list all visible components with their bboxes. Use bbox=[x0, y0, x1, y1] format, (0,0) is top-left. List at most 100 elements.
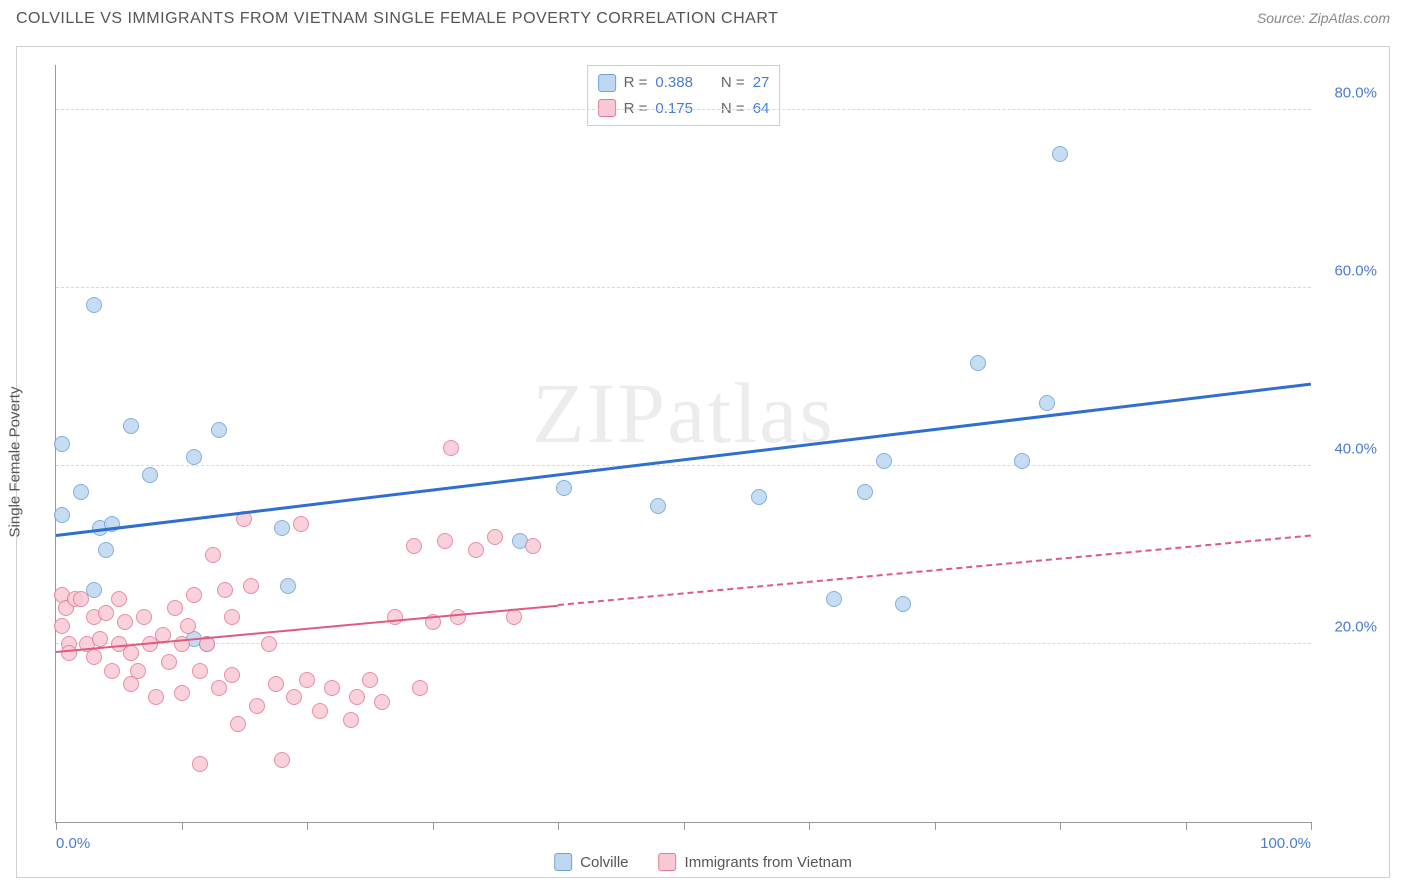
data-point bbox=[61, 645, 77, 661]
x-tick bbox=[1186, 822, 1187, 830]
data-point bbox=[230, 716, 246, 732]
y-tick-label: 20.0% bbox=[1317, 618, 1377, 635]
data-point bbox=[249, 698, 265, 714]
legend-swatch bbox=[598, 74, 616, 92]
data-point bbox=[443, 440, 459, 456]
data-point bbox=[324, 680, 340, 696]
x-tick-label: 0.0% bbox=[56, 835, 90, 852]
data-point bbox=[343, 712, 359, 728]
x-tick-label: 100.0% bbox=[1260, 835, 1311, 852]
n-value: 27 bbox=[753, 70, 770, 96]
data-point bbox=[274, 752, 290, 768]
x-tick bbox=[935, 822, 936, 830]
data-point bbox=[556, 480, 572, 496]
data-point bbox=[312, 703, 328, 719]
data-point bbox=[205, 547, 221, 563]
data-point bbox=[487, 529, 503, 545]
data-point bbox=[1039, 395, 1055, 411]
data-point bbox=[123, 645, 139, 661]
source-name: ZipAtlas.com bbox=[1309, 10, 1390, 26]
x-tick bbox=[433, 822, 434, 830]
chart-container: Single Female Poverty ZIPatlas R = 0.388… bbox=[16, 46, 1390, 878]
r-label: R = bbox=[624, 70, 648, 96]
data-point bbox=[243, 578, 259, 594]
x-tick bbox=[809, 822, 810, 830]
data-point bbox=[211, 422, 227, 438]
data-point bbox=[826, 591, 842, 607]
x-tick bbox=[1060, 822, 1061, 830]
data-point bbox=[86, 649, 102, 665]
trend-line bbox=[558, 535, 1311, 606]
data-point bbox=[192, 756, 208, 772]
source-prefix: Source: bbox=[1257, 10, 1309, 26]
chart-title: COLVILLE VS IMMIGRANTS FROM VIETNAM SING… bbox=[16, 10, 778, 28]
data-point bbox=[280, 578, 296, 594]
data-point bbox=[857, 484, 873, 500]
data-point bbox=[224, 609, 240, 625]
data-point bbox=[98, 542, 114, 558]
data-point bbox=[387, 609, 403, 625]
y-axis-label: Single Female Poverty bbox=[7, 387, 24, 538]
data-point bbox=[86, 297, 102, 313]
data-point bbox=[274, 520, 290, 536]
data-point bbox=[161, 654, 177, 670]
data-point bbox=[293, 516, 309, 532]
stats-legend: R = 0.388N = 27R = 0.175N = 64 bbox=[587, 65, 781, 126]
data-point bbox=[186, 587, 202, 603]
x-tick bbox=[307, 822, 308, 830]
trend-line bbox=[56, 383, 1311, 537]
trend-line bbox=[56, 604, 558, 652]
data-point bbox=[450, 609, 466, 625]
legend-item: Immigrants from Vietnam bbox=[659, 853, 852, 871]
data-point bbox=[299, 672, 315, 688]
data-point bbox=[73, 484, 89, 500]
data-point bbox=[362, 672, 378, 688]
data-point bbox=[211, 680, 227, 696]
legend-label: Colville bbox=[580, 854, 628, 871]
r-value: 0.388 bbox=[655, 70, 693, 96]
data-point bbox=[92, 631, 108, 647]
data-point bbox=[374, 694, 390, 710]
data-point bbox=[186, 449, 202, 465]
data-point bbox=[180, 618, 196, 634]
data-point bbox=[506, 609, 522, 625]
data-point bbox=[412, 680, 428, 696]
data-point bbox=[174, 685, 190, 701]
data-point bbox=[468, 542, 484, 558]
data-point bbox=[142, 467, 158, 483]
data-point bbox=[54, 507, 70, 523]
data-point bbox=[136, 609, 152, 625]
data-point bbox=[1052, 146, 1068, 162]
data-point bbox=[167, 600, 183, 616]
data-point bbox=[876, 453, 892, 469]
x-tick bbox=[182, 822, 183, 830]
data-point bbox=[650, 498, 666, 514]
plot-area: ZIPatlas R = 0.388N = 27R = 0.175N = 64 … bbox=[55, 65, 1311, 823]
data-point bbox=[261, 636, 277, 652]
data-point bbox=[192, 663, 208, 679]
legend-swatch bbox=[659, 853, 677, 871]
legend-item: Colville bbox=[554, 853, 628, 871]
data-point bbox=[224, 667, 240, 683]
data-point bbox=[117, 614, 133, 630]
y-tick-label: 40.0% bbox=[1317, 440, 1377, 457]
data-point bbox=[104, 663, 120, 679]
stats-legend-row: R = 0.388 N = 27 bbox=[598, 70, 770, 96]
data-point bbox=[1014, 453, 1030, 469]
legend-label: Immigrants from Vietnam bbox=[685, 854, 852, 871]
data-point bbox=[970, 355, 986, 371]
data-point bbox=[217, 582, 233, 598]
data-point bbox=[54, 618, 70, 634]
data-point bbox=[437, 533, 453, 549]
x-tick bbox=[56, 822, 57, 830]
data-point bbox=[406, 538, 422, 554]
data-point bbox=[130, 663, 146, 679]
gridline bbox=[56, 109, 1311, 110]
n-label: N = bbox=[721, 70, 745, 96]
x-tick bbox=[1311, 822, 1312, 830]
data-point bbox=[123, 418, 139, 434]
data-point bbox=[268, 676, 284, 692]
chart-source: Source: ZipAtlas.com bbox=[1257, 10, 1390, 26]
x-tick bbox=[684, 822, 685, 830]
data-point bbox=[73, 591, 89, 607]
